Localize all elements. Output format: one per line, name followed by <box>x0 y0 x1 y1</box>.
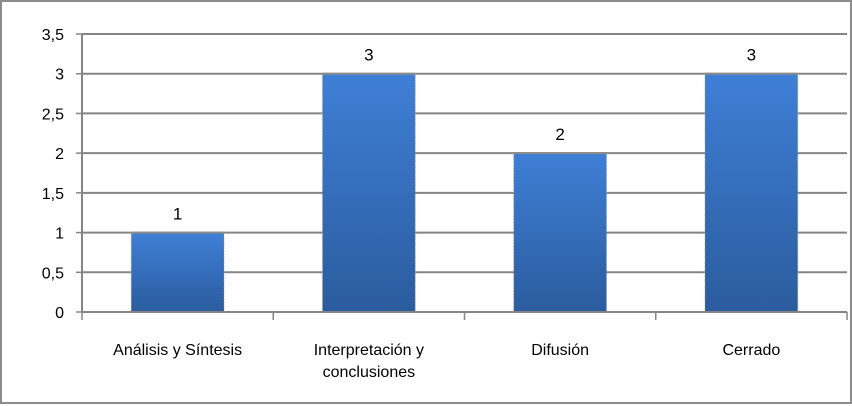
y-tick-label: 1 <box>55 226 64 243</box>
y-tick-label: 2 <box>55 146 64 163</box>
axes <box>76 33 848 320</box>
y-tick-label: 3 <box>55 67 64 84</box>
bar <box>704 73 798 312</box>
x-category-label: Difusión <box>531 342 589 359</box>
y-tick-label: 0 <box>55 305 64 322</box>
y-tick-label: 1,5 <box>42 186 64 203</box>
y-tick-label: 2,5 <box>42 106 64 123</box>
bar <box>131 232 225 312</box>
y-tick-label: 3,5 <box>42 27 64 44</box>
bars <box>130 72 799 312</box>
y-tick-label: 0,5 <box>42 265 64 282</box>
data-label: 3 <box>364 46 373 65</box>
bar <box>513 153 607 312</box>
data-label: 1 <box>173 205 182 224</box>
bar <box>322 73 416 312</box>
x-category-label: Análisis y Síntesis <box>113 342 242 359</box>
data-label: 2 <box>555 125 564 144</box>
labels: 0 0,5 1 1,5 2 2,5 3 3,5 1 Análisis y Síntesis 3 Int… <box>42 27 781 381</box>
x-category-label: Interpretación y conclusiones <box>314 342 424 381</box>
x-category-label: Cerrado <box>722 342 780 359</box>
data-label: 3 <box>747 46 756 65</box>
